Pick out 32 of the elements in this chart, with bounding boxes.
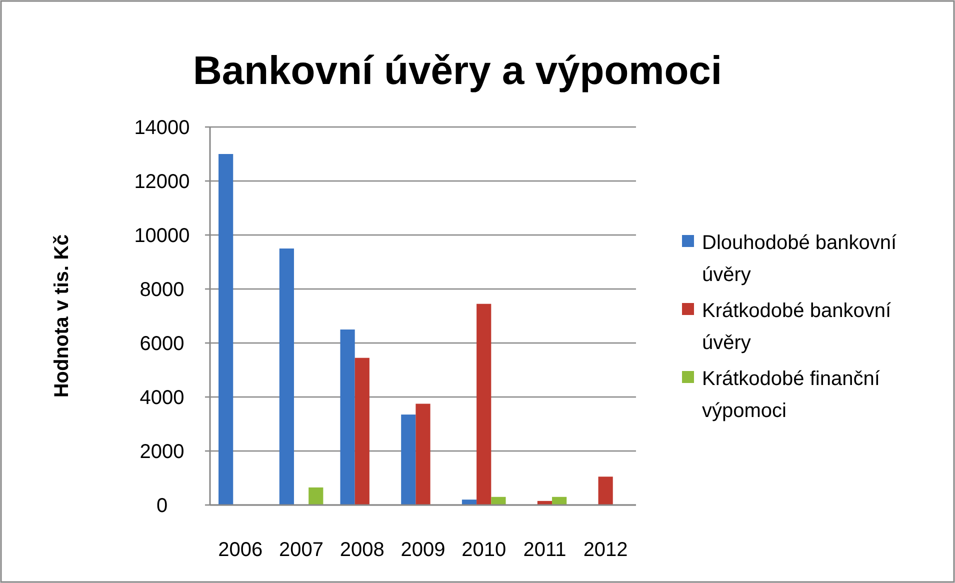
- y-tick-label: 0: [156, 495, 168, 517]
- y-tick-label: 10000: [134, 225, 190, 247]
- y-tick-label: 14000: [134, 117, 190, 139]
- bar: [598, 476, 613, 505]
- bar: [354, 358, 370, 505]
- chart-title: Bankovní úvěry a výpomoci: [192, 49, 722, 93]
- bar: [416, 404, 430, 505]
- y-tick-label: 8000: [140, 279, 184, 301]
- y-axis-title: Hodnota v tis. Kč: [51, 234, 73, 398]
- bar: [340, 330, 355, 505]
- x-tick-label: 2011: [523, 539, 566, 561]
- bar: [218, 154, 234, 505]
- x-tick-label: 2007: [279, 539, 324, 561]
- legend-label: Krátkodobé finanční výpomoci: [702, 368, 880, 422]
- bar: [462, 500, 477, 505]
- y-tick-label: 2000: [140, 441, 184, 463]
- y-tick-label: 4000: [140, 387, 184, 409]
- x-tick-label: 2006: [218, 539, 263, 561]
- x-tick-label: 2012: [583, 539, 628, 561]
- x-tick-label: 2009: [400, 539, 446, 561]
- legend-label: Krátkodobé bankovní úvěry: [702, 300, 892, 354]
- x-tick-label: 2008: [340, 539, 384, 561]
- y-tick-label: 6000: [140, 333, 184, 355]
- bar: [491, 496, 506, 505]
- bar: [401, 414, 416, 505]
- x-tick-label: 2010: [462, 539, 506, 561]
- y-tick-label: 12000: [134, 171, 190, 193]
- bar: [552, 496, 567, 505]
- legend-label: Dlouhodobé bankovní úvěry: [702, 232, 898, 286]
- bar: [279, 248, 294, 505]
- bar: [308, 487, 324, 505]
- bar: [476, 304, 492, 505]
